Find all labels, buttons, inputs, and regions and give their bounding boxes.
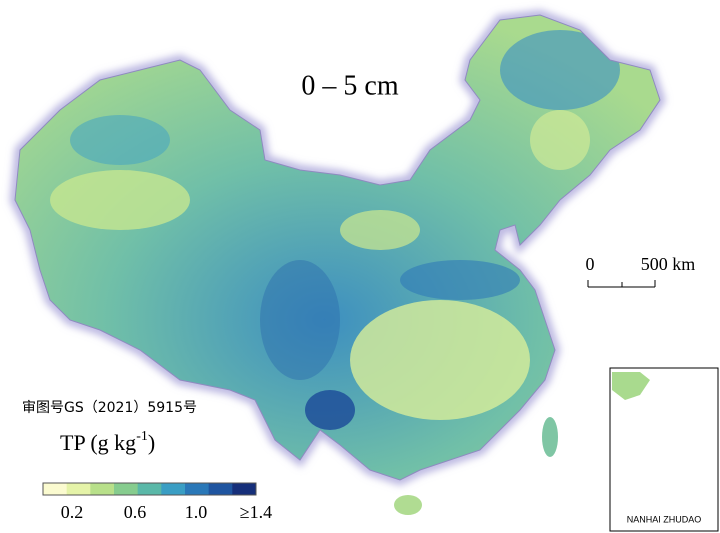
inset: NANHAI ZHUDAO [609,367,719,532]
scale-end: 500 km [641,254,696,274]
colorbar-segment [43,483,68,495]
legend-title-sup: -1 [136,429,148,444]
colorbar-tick-label: 0.2 [61,502,84,522]
scale-bar: 0 500 km [586,254,696,288]
colorbar: 0.2 0.6 1.0 ≥1.4 [42,482,272,522]
colorbar-segment [232,483,257,495]
colorbar-segment [185,483,210,495]
colorbar-tick-label: 1.0 [185,502,208,522]
map-title: 0 – 5 cm [301,70,398,101]
legend-title-main: TP (g kg [60,430,136,455]
colorbar-frame [42,482,257,496]
colorbar-segment [114,483,139,495]
scale-start: 0 [586,254,595,274]
taiwan [542,417,558,457]
colorbar-segment [90,483,115,495]
colorbar-tick-label: 0.6 [124,502,147,522]
colorbar-segment [66,483,91,495]
colorbar-segment [137,483,162,495]
hainan [394,495,422,515]
legend-title-end: ) [148,430,155,455]
legend-title: TP (g kg-1) [60,429,155,455]
inset-label: NANHAI ZHUDAO [627,514,702,524]
colorbar-segment [208,483,233,495]
colorbar-tick-label: ≥1.4 [240,502,272,522]
approval-number: 审图号GS（2021）5915号 [22,400,197,416]
colorbar-segment [161,483,186,495]
